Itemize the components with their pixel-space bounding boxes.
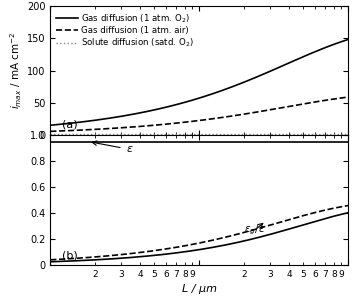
Text: $\varepsilon$: $\varepsilon$	[92, 141, 133, 154]
Gas diffusion (1 atm. O$_2$)	[48, 123, 52, 127]
Gas diffusion (1 atm. O$_2$)	[169, 104, 173, 108]
Gas diffusion (1 atm. air)	[286, 105, 290, 108]
Gas diffusion (1 atm. air)	[346, 95, 350, 99]
Solute diffusion (satd. O$_2$)	[253, 132, 257, 136]
Gas diffusion (1 atm. air)	[253, 110, 257, 114]
Gas diffusion (1 atm. O$_2$)	[79, 120, 83, 124]
Text: (a): (a)	[62, 120, 78, 130]
Text: (b): (b)	[62, 250, 78, 260]
Gas diffusion (1 atm. O$_2$)	[280, 64, 285, 68]
Gas diffusion (1 atm. air)	[169, 122, 173, 126]
Line: Gas diffusion (1 atm. O$_2$): Gas diffusion (1 atm. O$_2$)	[50, 39, 348, 125]
Gas diffusion (1 atm. O$_2$)	[346, 38, 350, 41]
Solute diffusion (satd. O$_2$)	[48, 132, 52, 136]
Solute diffusion (satd. O$_2$)	[286, 132, 290, 136]
Legend: Gas diffusion (1 atm. O$_2$), Gas diffusion (1 atm. air), Solute diffusion (satd: Gas diffusion (1 atm. O$_2$), Gas diffus…	[55, 10, 196, 51]
Gas diffusion (1 atm. air)	[280, 106, 285, 109]
Solute diffusion (satd. O$_2$)	[280, 132, 285, 136]
Solute diffusion (satd. O$_2$)	[79, 132, 83, 136]
Gas diffusion (1 atm. air)	[180, 121, 184, 124]
Gas diffusion (1 atm. O$_2$)	[286, 62, 290, 65]
Line: Gas diffusion (1 atm. air): Gas diffusion (1 atm. air)	[50, 97, 348, 131]
Y-axis label: $i_{max}$ / mA cm$^{-2}$: $i_{max}$ / mA cm$^{-2}$	[9, 32, 24, 110]
Gas diffusion (1 atm. O$_2$)	[253, 76, 257, 79]
Text: $\varepsilon_g/\varepsilon$: $\varepsilon_g/\varepsilon$	[244, 223, 265, 237]
Solute diffusion (satd. O$_2$)	[346, 132, 350, 136]
X-axis label: L / μm: L / μm	[182, 284, 217, 294]
Solute diffusion (satd. O$_2$)	[180, 132, 184, 136]
Solute diffusion (satd. O$_2$)	[169, 132, 173, 136]
Gas diffusion (1 atm. air)	[79, 128, 83, 132]
Gas diffusion (1 atm. O$_2$)	[180, 101, 184, 105]
Gas diffusion (1 atm. air)	[48, 129, 52, 133]
